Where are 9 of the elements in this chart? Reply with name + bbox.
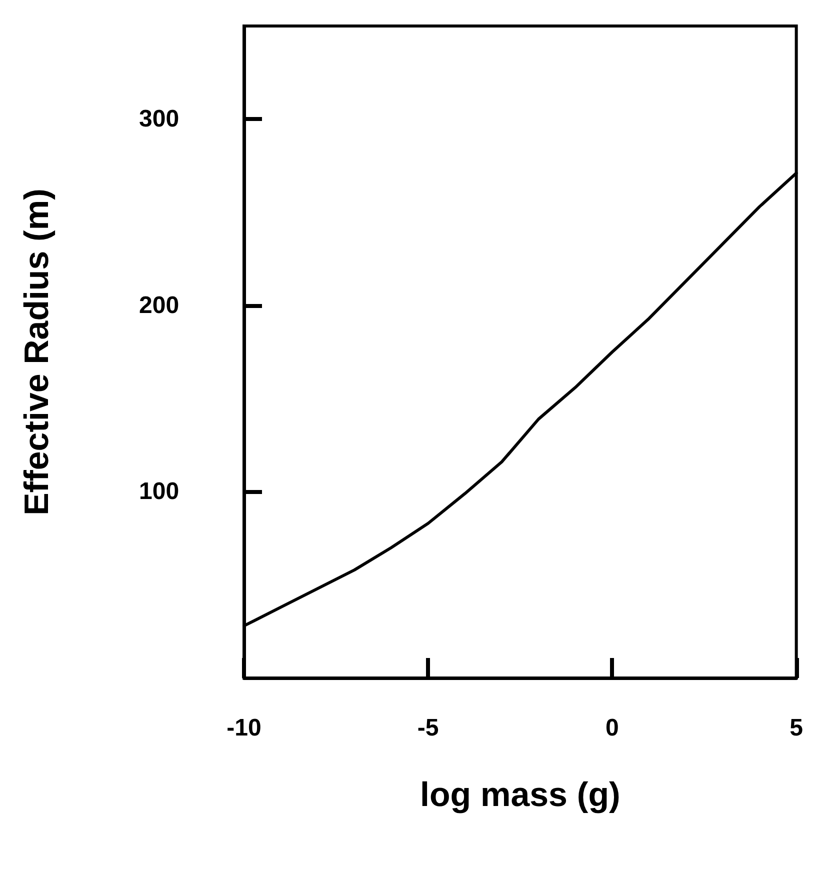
x-tick-label: -10 (226, 714, 262, 742)
y-tick-label: 300 (139, 106, 180, 133)
y-tick-label: 200 (139, 292, 180, 319)
x-tick-label: 5 (790, 714, 804, 742)
y-axis-title: Effective Radius (m) (18, 188, 56, 516)
x-tick-label: -5 (417, 714, 439, 742)
x-tick-label: 0 (606, 714, 619, 742)
x-axis-title: log mass (g) (420, 776, 620, 814)
y-tick-label: 100 (139, 478, 180, 506)
